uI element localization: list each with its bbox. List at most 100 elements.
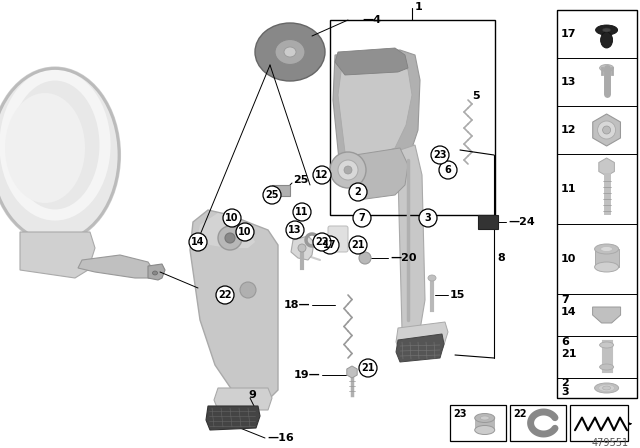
Text: —4: —4 [362, 15, 381, 25]
Ellipse shape [600, 65, 614, 72]
Circle shape [598, 121, 616, 139]
Polygon shape [198, 213, 255, 248]
Ellipse shape [595, 262, 619, 272]
Circle shape [439, 161, 457, 179]
Text: 1: 1 [415, 2, 423, 12]
Text: 5: 5 [472, 91, 479, 101]
FancyBboxPatch shape [570, 405, 628, 441]
Polygon shape [20, 232, 95, 278]
Circle shape [236, 223, 254, 241]
Text: 13: 13 [288, 225, 301, 235]
Circle shape [216, 286, 234, 304]
Text: —16: —16 [267, 433, 294, 443]
Text: 14: 14 [191, 237, 205, 247]
Text: 2: 2 [561, 378, 569, 388]
Ellipse shape [475, 414, 495, 422]
Text: 21: 21 [561, 349, 577, 359]
Polygon shape [398, 145, 425, 340]
Ellipse shape [603, 28, 611, 32]
Text: 19—: 19— [293, 370, 320, 380]
Text: 22: 22 [513, 409, 527, 419]
Polygon shape [352, 148, 408, 200]
Circle shape [298, 244, 306, 252]
Circle shape [349, 183, 367, 201]
Text: —20: —20 [390, 253, 417, 263]
Circle shape [223, 209, 241, 227]
Text: 18—: 18— [284, 300, 310, 310]
Polygon shape [214, 388, 272, 410]
Text: 7: 7 [561, 295, 569, 305]
Circle shape [293, 203, 311, 221]
Text: 14: 14 [561, 307, 577, 317]
Polygon shape [148, 264, 165, 280]
Text: 3: 3 [424, 213, 431, 223]
Text: 6: 6 [445, 165, 451, 175]
Polygon shape [206, 406, 260, 430]
FancyBboxPatch shape [475, 418, 495, 430]
Text: 23: 23 [453, 409, 467, 419]
Circle shape [344, 166, 352, 174]
FancyBboxPatch shape [328, 226, 348, 252]
Ellipse shape [600, 364, 614, 370]
Ellipse shape [595, 383, 619, 393]
Text: 17: 17 [323, 240, 337, 250]
Text: 11: 11 [295, 207, 308, 217]
Text: 23: 23 [433, 150, 447, 160]
Circle shape [263, 186, 281, 204]
Text: 8: 8 [497, 253, 505, 263]
Circle shape [189, 233, 207, 251]
Circle shape [353, 209, 371, 227]
Polygon shape [291, 236, 314, 260]
Text: —24: —24 [508, 217, 535, 227]
Circle shape [603, 126, 611, 134]
Polygon shape [333, 50, 420, 180]
Circle shape [225, 233, 235, 243]
FancyBboxPatch shape [557, 10, 637, 398]
Ellipse shape [475, 426, 495, 435]
Circle shape [218, 226, 242, 250]
Circle shape [321, 236, 339, 254]
Ellipse shape [596, 25, 618, 35]
Text: 10: 10 [238, 227, 252, 237]
Text: 17: 17 [561, 29, 577, 39]
Text: 9: 9 [248, 390, 256, 400]
Ellipse shape [600, 32, 612, 48]
Ellipse shape [284, 47, 296, 57]
Circle shape [349, 236, 367, 254]
Ellipse shape [480, 416, 489, 420]
Text: 3: 3 [561, 387, 568, 397]
Circle shape [313, 166, 331, 184]
Circle shape [338, 160, 358, 180]
Ellipse shape [275, 39, 305, 65]
Polygon shape [396, 322, 448, 352]
Circle shape [330, 152, 366, 188]
FancyBboxPatch shape [595, 249, 619, 267]
Text: 21: 21 [361, 363, 375, 373]
Circle shape [359, 252, 371, 264]
Text: 11: 11 [561, 184, 577, 194]
Text: 12: 12 [316, 170, 329, 180]
Ellipse shape [152, 271, 157, 275]
Text: 2: 2 [355, 187, 362, 197]
Text: 15: 15 [450, 290, 465, 300]
Circle shape [359, 359, 377, 377]
FancyBboxPatch shape [510, 405, 566, 441]
Polygon shape [396, 334, 444, 362]
Circle shape [419, 209, 437, 227]
Text: 25: 25 [265, 190, 279, 200]
Ellipse shape [255, 23, 325, 81]
Text: 479551: 479551 [591, 438, 628, 448]
Text: 22: 22 [218, 290, 232, 300]
Text: 25: 25 [293, 175, 308, 185]
Polygon shape [78, 255, 155, 278]
Polygon shape [190, 210, 278, 400]
Text: 21: 21 [351, 240, 365, 250]
Circle shape [286, 221, 304, 239]
Circle shape [313, 233, 331, 251]
Polygon shape [335, 48, 408, 75]
Text: 7: 7 [358, 213, 365, 223]
FancyBboxPatch shape [272, 185, 290, 196]
Circle shape [240, 282, 256, 298]
Text: 10: 10 [561, 254, 577, 264]
Ellipse shape [5, 93, 85, 203]
